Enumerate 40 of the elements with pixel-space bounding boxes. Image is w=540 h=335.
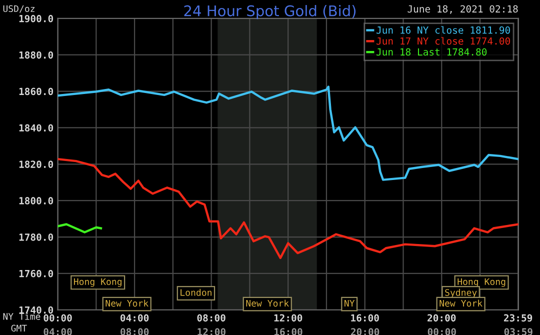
x2-tick-label: 08:00	[120, 328, 149, 335]
legend-label: Jun 18 Last 1784.80	[376, 48, 487, 56]
legend-label: Jun 17 NY close 1774.00	[376, 37, 510, 45]
x2-tick-label: 00:00	[428, 328, 456, 335]
line-series	[58, 86, 518, 181]
x2-tick-label: 16:00	[274, 328, 302, 335]
y-axis-title: USD/oz	[3, 5, 34, 13]
annotation: Sydney	[445, 288, 477, 298]
y-tick-label: 1860.0	[19, 88, 54, 96]
x2-tick-label: 12:00	[198, 328, 226, 335]
text: June 18, 2021 02:18	[408, 5, 518, 14]
x-tick-label: 00:00	[44, 314, 72, 322]
y-tick-label: 1740.0	[19, 306, 54, 314]
y-tick-label: 1840.0	[19, 124, 54, 132]
line-series	[58, 223, 102, 234]
annotation: NY	[344, 300, 355, 307]
x2-tick-label: 20:00	[350, 328, 380, 335]
chart-title: 24 Hour Spot Gold (Bid)	[184, 5, 356, 20]
y-tick-label: 1760.0	[19, 270, 54, 278]
x2-tick-label: 04:00	[44, 328, 72, 335]
y-tick-label: 1900.0	[19, 14, 54, 22]
line-series	[58, 158, 518, 260]
y-tick-label: 1820.0	[19, 160, 54, 168]
y-tick-label: 1880.0	[19, 51, 54, 59]
annotation: New York	[106, 300, 148, 307]
x-tick-label: 12:00	[274, 314, 302, 322]
x-tick-label: 04:00	[120, 314, 149, 322]
legend-label: Jun 16 NY close 1811.90	[376, 26, 510, 34]
annotation: Hong Kong	[458, 278, 506, 287]
annotation: New York	[246, 300, 289, 307]
y-tick-label: 1780.0	[19, 233, 54, 241]
y-tick-label: 1800.0	[19, 197, 54, 204]
x-tick-label: 16:00	[351, 314, 379, 322]
x-tick-label: 08:00	[197, 314, 226, 322]
x-tick-label: 20:00	[428, 314, 456, 322]
annotation: Hong Kong	[74, 278, 122, 287]
annotation: London	[180, 288, 212, 296]
annotation: New York	[440, 300, 482, 307]
x2-axis-title: GMT	[11, 324, 27, 332]
x-tick-label: 23:59	[504, 314, 532, 322]
